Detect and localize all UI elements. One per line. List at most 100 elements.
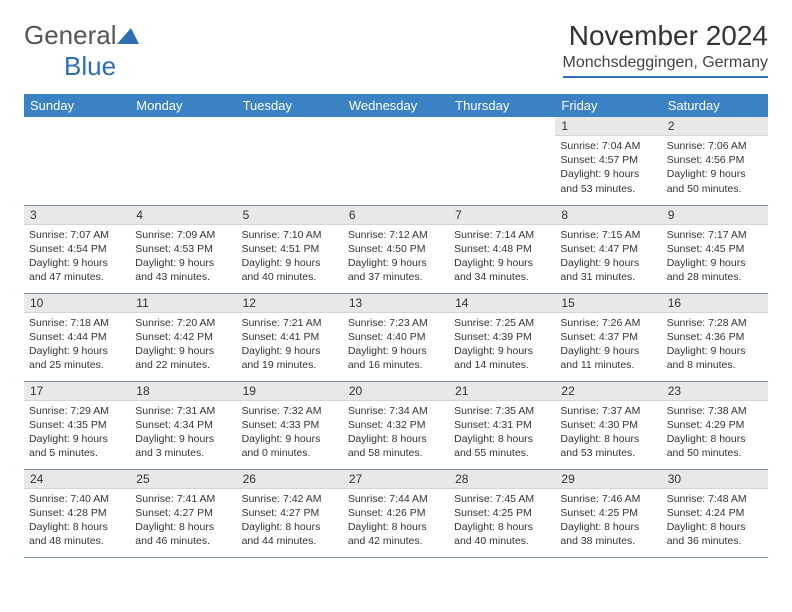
logo-part1: General [24, 20, 117, 50]
day-number: 21 [449, 382, 555, 401]
day-details: Sunrise: 7:40 AMSunset: 4:28 PMDaylight:… [24, 489, 130, 553]
day-details: Sunrise: 7:42 AMSunset: 4:27 PMDaylight:… [237, 489, 343, 553]
calendar-day-cell [237, 117, 343, 205]
day-details: Sunrise: 7:09 AMSunset: 4:53 PMDaylight:… [130, 225, 236, 289]
day-details: Sunrise: 7:06 AMSunset: 4:56 PMDaylight:… [662, 136, 768, 200]
calendar-week-row: 24Sunrise: 7:40 AMSunset: 4:28 PMDayligh… [24, 469, 768, 557]
day-number: 3 [24, 206, 130, 225]
calendar-day-cell: 16Sunrise: 7:28 AMSunset: 4:36 PMDayligh… [662, 293, 768, 381]
day-number: 9 [662, 206, 768, 225]
day-details: Sunrise: 7:17 AMSunset: 4:45 PMDaylight:… [662, 225, 768, 289]
day-number: 14 [449, 294, 555, 313]
day-details: Sunrise: 7:35 AMSunset: 4:31 PMDaylight:… [449, 401, 555, 465]
day-number: 4 [130, 206, 236, 225]
day-number: 30 [662, 470, 768, 489]
day-details: Sunrise: 7:44 AMSunset: 4:26 PMDaylight:… [343, 489, 449, 553]
day-details: Sunrise: 7:46 AMSunset: 4:25 PMDaylight:… [555, 489, 661, 553]
day-number: 13 [343, 294, 449, 313]
logo: GeneralBlue [24, 20, 139, 82]
day-number: 22 [555, 382, 661, 401]
calendar-day-cell: 15Sunrise: 7:26 AMSunset: 4:37 PMDayligh… [555, 293, 661, 381]
day-details: Sunrise: 7:10 AMSunset: 4:51 PMDaylight:… [237, 225, 343, 289]
weekday-header-row: SundayMondayTuesdayWednesdayThursdayFrid… [24, 94, 768, 117]
day-number: 1 [555, 117, 661, 136]
day-details: Sunrise: 7:18 AMSunset: 4:44 PMDaylight:… [24, 313, 130, 377]
day-number: 29 [555, 470, 661, 489]
weekday-header: Wednesday [343, 94, 449, 117]
calendar-day-cell: 7Sunrise: 7:14 AMSunset: 4:48 PMDaylight… [449, 205, 555, 293]
calendar-day-cell: 1Sunrise: 7:04 AMSunset: 4:57 PMDaylight… [555, 117, 661, 205]
calendar-day-cell [130, 117, 236, 205]
title-block: November 2024 Monchsdeggingen, Germany [563, 20, 768, 78]
calendar-day-cell: 30Sunrise: 7:48 AMSunset: 4:24 PMDayligh… [662, 469, 768, 557]
weekday-header: Saturday [662, 94, 768, 117]
day-details: Sunrise: 7:38 AMSunset: 4:29 PMDaylight:… [662, 401, 768, 465]
day-details: Sunrise: 7:37 AMSunset: 4:30 PMDaylight:… [555, 401, 661, 465]
weekday-header: Monday [130, 94, 236, 117]
day-number: 28 [449, 470, 555, 489]
calendar-week-row: 3Sunrise: 7:07 AMSunset: 4:54 PMDaylight… [24, 205, 768, 293]
day-details: Sunrise: 7:04 AMSunset: 4:57 PMDaylight:… [555, 136, 661, 200]
calendar-day-cell: 24Sunrise: 7:40 AMSunset: 4:28 PMDayligh… [24, 469, 130, 557]
calendar-week-row: 17Sunrise: 7:29 AMSunset: 4:35 PMDayligh… [24, 381, 768, 469]
calendar-week-row: 1Sunrise: 7:04 AMSunset: 4:57 PMDaylight… [24, 117, 768, 205]
day-details: Sunrise: 7:15 AMSunset: 4:47 PMDaylight:… [555, 225, 661, 289]
calendar-day-cell: 2Sunrise: 7:06 AMSunset: 4:56 PMDaylight… [662, 117, 768, 205]
location: Monchsdeggingen, Germany [563, 54, 768, 78]
day-details: Sunrise: 7:29 AMSunset: 4:35 PMDaylight:… [24, 401, 130, 465]
day-number: 18 [130, 382, 236, 401]
day-number: 12 [237, 294, 343, 313]
page-title: November 2024 [563, 20, 768, 52]
logo-triangle-icon [117, 28, 139, 46]
day-number: 27 [343, 470, 449, 489]
day-details: Sunrise: 7:07 AMSunset: 4:54 PMDaylight:… [24, 225, 130, 289]
calendar-day-cell: 26Sunrise: 7:42 AMSunset: 4:27 PMDayligh… [237, 469, 343, 557]
calendar-day-cell: 20Sunrise: 7:34 AMSunset: 4:32 PMDayligh… [343, 381, 449, 469]
day-details: Sunrise: 7:25 AMSunset: 4:39 PMDaylight:… [449, 313, 555, 377]
calendar-day-cell: 4Sunrise: 7:09 AMSunset: 4:53 PMDaylight… [130, 205, 236, 293]
day-number: 15 [555, 294, 661, 313]
calendar-table: SundayMondayTuesdayWednesdayThursdayFrid… [24, 94, 768, 558]
weekday-header: Tuesday [237, 94, 343, 117]
calendar-day-cell: 3Sunrise: 7:07 AMSunset: 4:54 PMDaylight… [24, 205, 130, 293]
day-number: 23 [662, 382, 768, 401]
calendar-day-cell: 22Sunrise: 7:37 AMSunset: 4:30 PMDayligh… [555, 381, 661, 469]
day-number: 5 [237, 206, 343, 225]
calendar-day-cell: 17Sunrise: 7:29 AMSunset: 4:35 PMDayligh… [24, 381, 130, 469]
day-number: 24 [24, 470, 130, 489]
calendar-day-cell: 27Sunrise: 7:44 AMSunset: 4:26 PMDayligh… [343, 469, 449, 557]
day-details: Sunrise: 7:20 AMSunset: 4:42 PMDaylight:… [130, 313, 236, 377]
day-details: Sunrise: 7:14 AMSunset: 4:48 PMDaylight:… [449, 225, 555, 289]
calendar-day-cell: 9Sunrise: 7:17 AMSunset: 4:45 PMDaylight… [662, 205, 768, 293]
weekday-header: Sunday [24, 94, 130, 117]
calendar-day-cell: 5Sunrise: 7:10 AMSunset: 4:51 PMDaylight… [237, 205, 343, 293]
calendar-day-cell: 6Sunrise: 7:12 AMSunset: 4:50 PMDaylight… [343, 205, 449, 293]
logo-part2: Blue [64, 51, 116, 81]
day-details: Sunrise: 7:48 AMSunset: 4:24 PMDaylight:… [662, 489, 768, 553]
day-number: 7 [449, 206, 555, 225]
day-number: 10 [24, 294, 130, 313]
day-number: 17 [24, 382, 130, 401]
calendar-day-cell [449, 117, 555, 205]
calendar-body: 1Sunrise: 7:04 AMSunset: 4:57 PMDaylight… [24, 117, 768, 557]
calendar-day-cell: 13Sunrise: 7:23 AMSunset: 4:40 PMDayligh… [343, 293, 449, 381]
calendar-day-cell: 21Sunrise: 7:35 AMSunset: 4:31 PMDayligh… [449, 381, 555, 469]
calendar-day-cell: 19Sunrise: 7:32 AMSunset: 4:33 PMDayligh… [237, 381, 343, 469]
calendar-day-cell: 23Sunrise: 7:38 AMSunset: 4:29 PMDayligh… [662, 381, 768, 469]
day-number: 16 [662, 294, 768, 313]
day-number: 11 [130, 294, 236, 313]
day-details: Sunrise: 7:23 AMSunset: 4:40 PMDaylight:… [343, 313, 449, 377]
day-number: 2 [662, 117, 768, 136]
calendar-day-cell: 12Sunrise: 7:21 AMSunset: 4:41 PMDayligh… [237, 293, 343, 381]
day-details: Sunrise: 7:21 AMSunset: 4:41 PMDaylight:… [237, 313, 343, 377]
day-number: 6 [343, 206, 449, 225]
day-details: Sunrise: 7:32 AMSunset: 4:33 PMDaylight:… [237, 401, 343, 465]
calendar-day-cell: 8Sunrise: 7:15 AMSunset: 4:47 PMDaylight… [555, 205, 661, 293]
calendar-week-row: 10Sunrise: 7:18 AMSunset: 4:44 PMDayligh… [24, 293, 768, 381]
day-details: Sunrise: 7:26 AMSunset: 4:37 PMDaylight:… [555, 313, 661, 377]
header: GeneralBlue November 2024 Monchsdegginge… [24, 20, 768, 82]
day-number: 19 [237, 382, 343, 401]
calendar-day-cell: 28Sunrise: 7:45 AMSunset: 4:25 PMDayligh… [449, 469, 555, 557]
calendar-day-cell: 10Sunrise: 7:18 AMSunset: 4:44 PMDayligh… [24, 293, 130, 381]
calendar-day-cell [24, 117, 130, 205]
